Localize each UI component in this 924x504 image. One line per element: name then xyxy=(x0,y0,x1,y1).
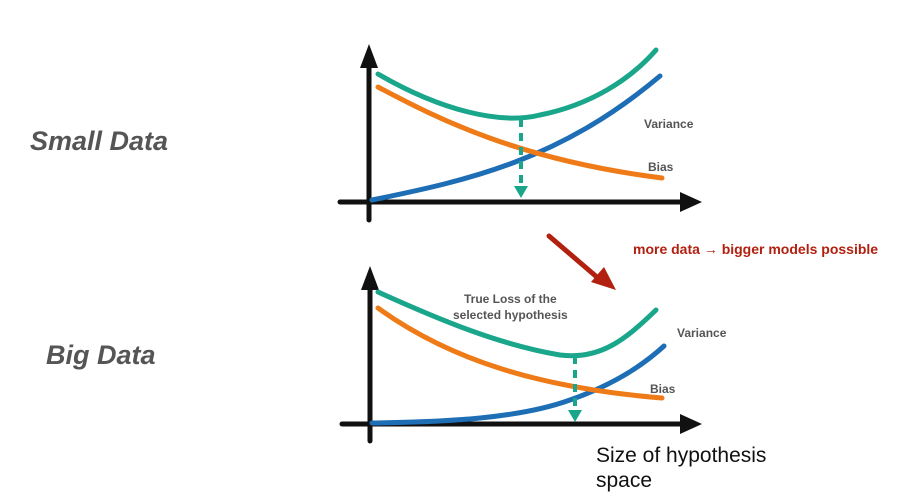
top-variance-label: Variance xyxy=(644,117,694,131)
top-variance-curve xyxy=(369,73,663,203)
bottom-minimum-arrowhead xyxy=(568,410,582,422)
bottom-x-arrow xyxy=(680,414,702,434)
top-x-arrow xyxy=(680,192,702,212)
small-data-panel xyxy=(337,44,702,223)
bottom-annotation-line2: selected hypothesis xyxy=(453,308,568,322)
bottom-true-loss-curve xyxy=(375,289,659,359)
bottom-variance-curve xyxy=(369,343,667,426)
bottom-annotation-line1: True Loss of the xyxy=(464,292,557,306)
top-true-loss-curve xyxy=(375,47,659,121)
bottom-variance-label: Variance xyxy=(677,326,727,340)
top-bias-curve xyxy=(375,84,665,181)
x-axis-label: Size of hypothesis space xyxy=(596,443,826,493)
x-axis-label-line1: Size of hypothesis xyxy=(596,444,767,467)
bottom-bias-label: Bias xyxy=(650,382,676,396)
transition-arrow xyxy=(546,233,616,290)
transition-note: more data → bigger models possible xyxy=(633,241,879,257)
big-data-label: Big Data xyxy=(46,340,156,370)
bottom-bias-curve xyxy=(375,305,665,401)
x-axis-label-line2: space xyxy=(596,469,653,492)
small-data-label: Small Data xyxy=(30,126,169,156)
top-minimum-arrowhead xyxy=(514,186,528,198)
bottom-y-arrow xyxy=(361,266,379,290)
top-bias-label: Bias xyxy=(648,160,674,174)
big-data-panel xyxy=(339,266,702,444)
top-y-arrow xyxy=(360,44,378,68)
